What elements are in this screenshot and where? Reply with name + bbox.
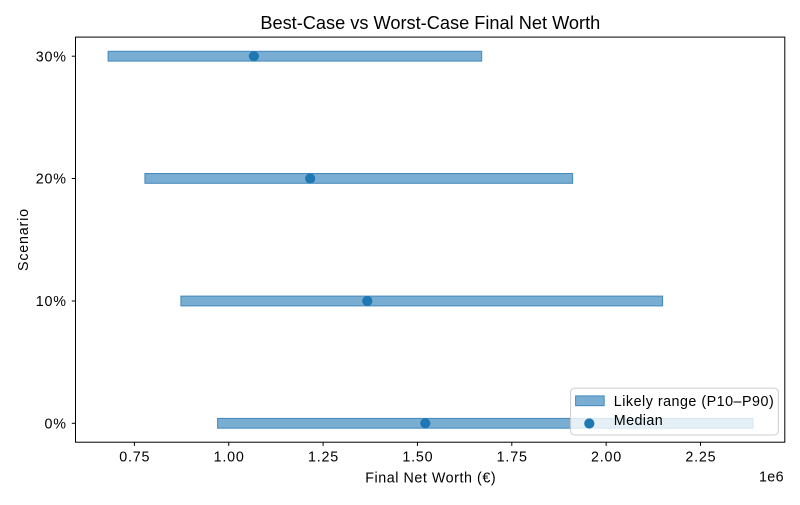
svg-text:20%: 20% (36, 172, 67, 188)
svg-text:1.50: 1.50 (402, 450, 433, 466)
svg-text:1.75: 1.75 (497, 450, 528, 466)
svg-text:Best-Case vs Worst-Case Final: Best-Case vs Worst-Case Final Net Worth (260, 13, 600, 33)
svg-text:Median: Median (614, 413, 663, 429)
svg-text:Final Net Worth (€): Final Net Worth (€) (365, 471, 496, 487)
svg-text:30%: 30% (36, 49, 67, 65)
svg-text:0%: 0% (45, 416, 67, 432)
svg-text:10%: 10% (36, 294, 67, 310)
svg-text:1.00: 1.00 (214, 450, 245, 466)
svg-text:Likely range (P10–P90): Likely range (P10–P90) (614, 394, 774, 410)
svg-text:2.25: 2.25 (685, 450, 716, 466)
svg-text:Scenario: Scenario (16, 208, 32, 271)
svg-text:1.25: 1.25 (308, 450, 339, 466)
svg-text:0.75: 0.75 (119, 450, 150, 466)
svg-text:1e6: 1e6 (759, 469, 784, 485)
svg-text:2.00: 2.00 (591, 450, 622, 466)
